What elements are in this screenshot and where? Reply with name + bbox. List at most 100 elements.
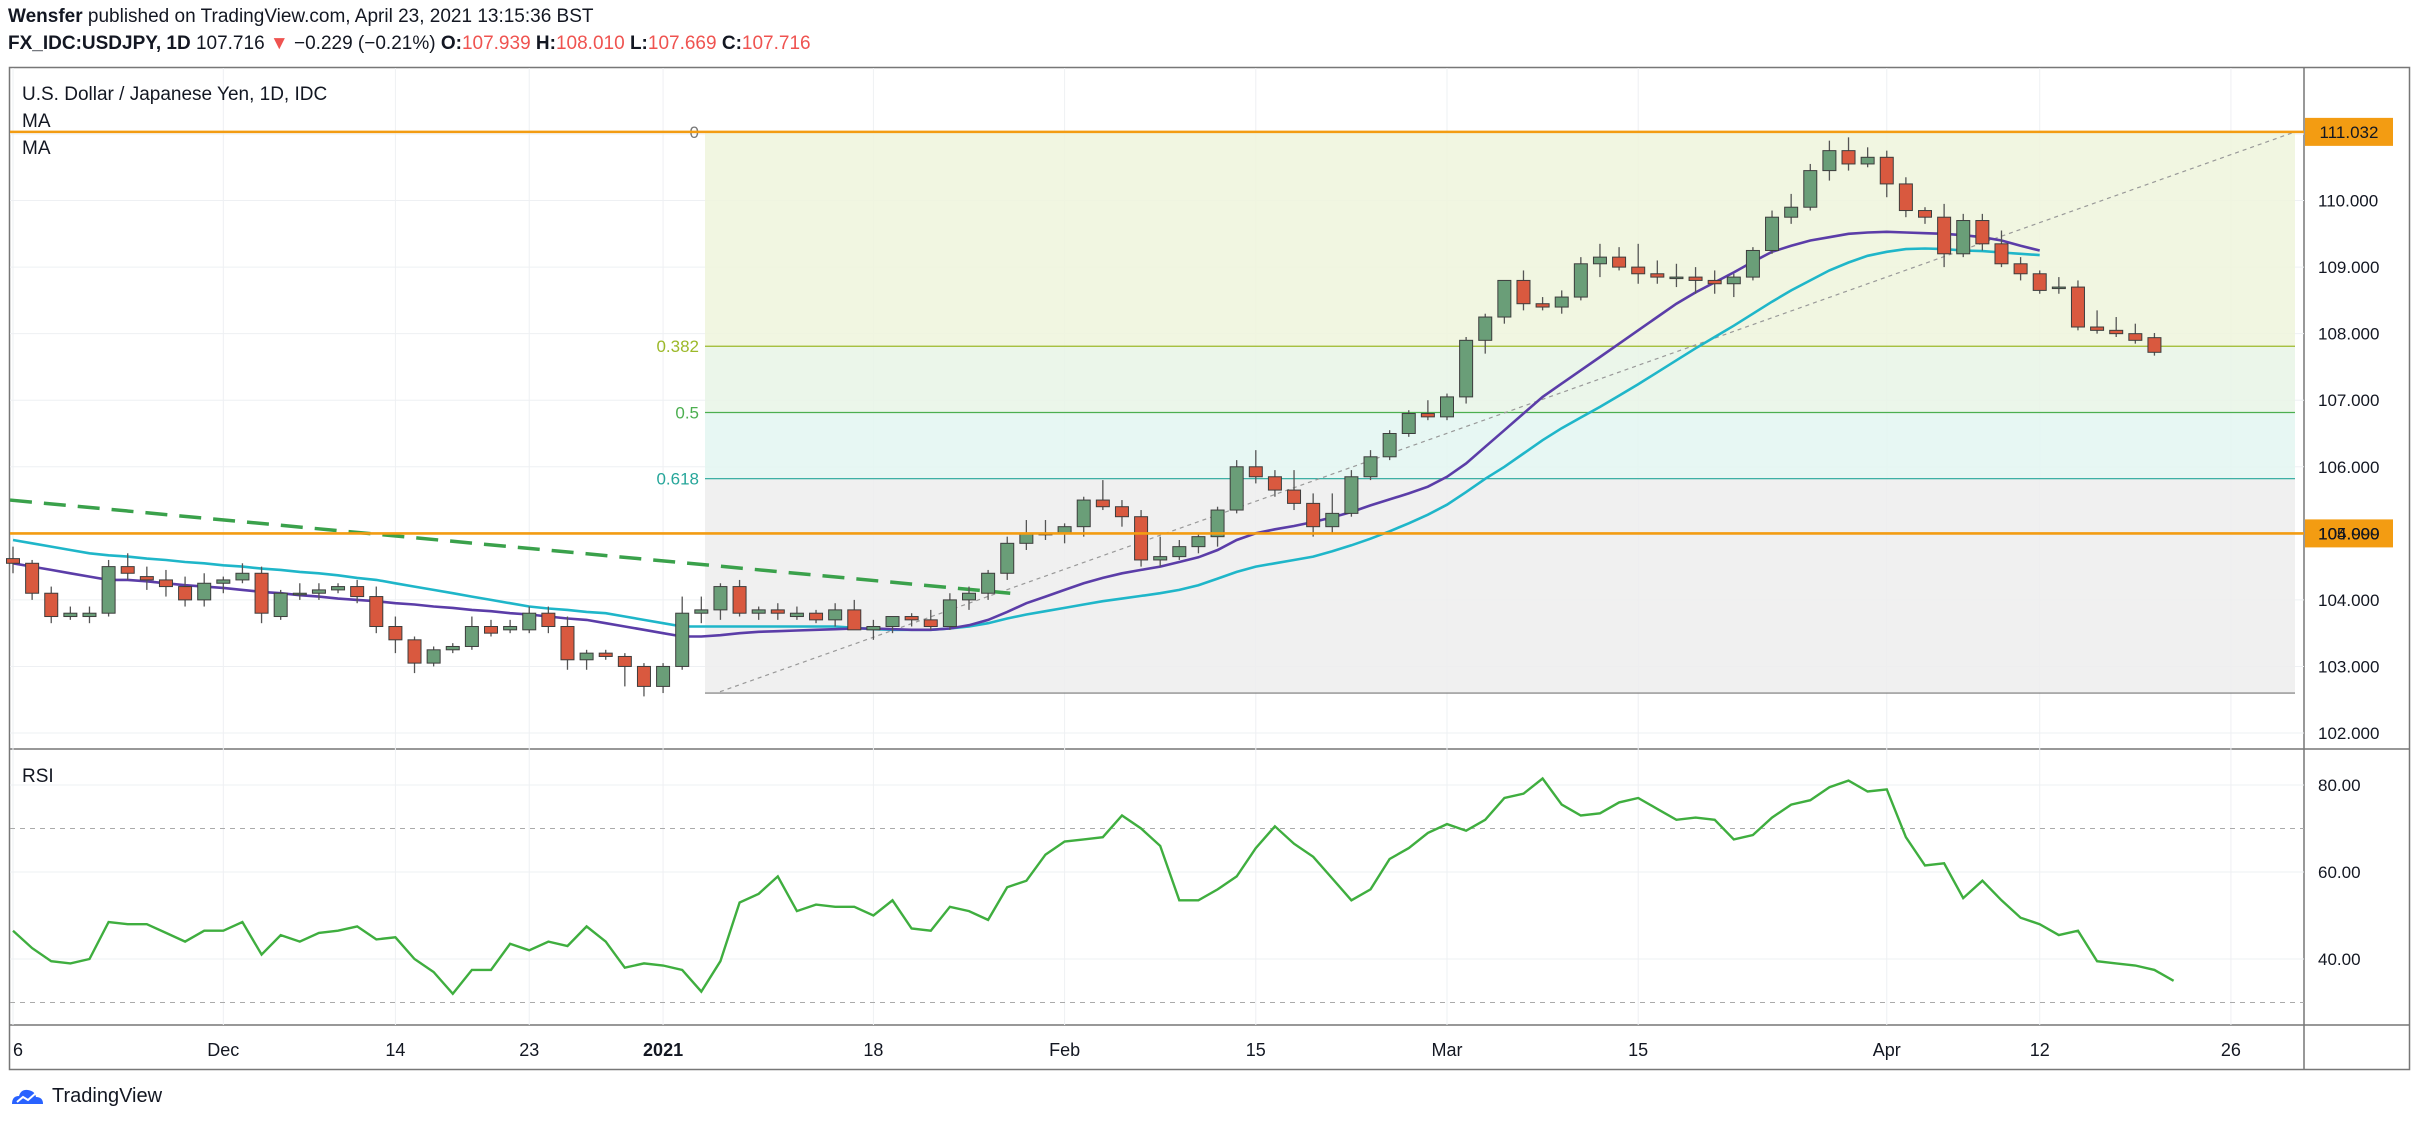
candle-body (732, 586, 747, 614)
candle-body (369, 596, 384, 628)
fibonacci-level-label: 0.5 (675, 403, 699, 422)
candle-body (656, 665, 671, 687)
candle-body (2109, 329, 2124, 335)
candle-body (1535, 303, 1550, 308)
candle-body (464, 626, 479, 647)
candle-body (197, 582, 212, 601)
tradingview-brand[interactable]: TradingView (52, 1085, 163, 1107)
price-level-label: 111.032 (2320, 123, 2379, 142)
candle-body (426, 649, 441, 664)
candle-body (541, 612, 556, 628)
candle-body (350, 586, 365, 598)
candle-body (1898, 183, 1913, 212)
candle-body (1631, 266, 1646, 275)
candle-body (560, 626, 575, 661)
price-level-badge (2305, 117, 2393, 146)
fibonacci-level-label: 0.382 (656, 337, 699, 356)
time-tick-label: 23 (519, 1040, 539, 1060)
last-price: 107.716 (195, 33, 265, 54)
candle-body (694, 609, 709, 614)
candle-body (101, 566, 116, 614)
rsi-pane (10, 776, 2304, 1003)
candlesticks (6, 137, 2162, 697)
candle-body (962, 592, 976, 601)
candle-body (2032, 273, 2047, 291)
candle-body (751, 609, 766, 614)
candle-body (1076, 499, 1091, 528)
main-pane-frame (8, 66, 2411, 1071)
candle-body (1420, 413, 1435, 418)
candle-body (1114, 506, 1129, 518)
candle-body (503, 626, 518, 631)
candle-body (120, 566, 135, 574)
rsi-label[interactable]: RSI (22, 766, 54, 787)
candle-body (1172, 546, 1187, 558)
close-label: C: (721, 33, 742, 54)
candle-body (1478, 316, 1493, 341)
legend-ma2[interactable]: MA (22, 138, 51, 159)
candle-body (828, 609, 843, 621)
candle-body (1267, 476, 1282, 491)
candle-body (809, 612, 824, 621)
fibonacci-band (705, 478, 2295, 694)
author-name[interactable]: Wensfer (8, 6, 83, 27)
price-tick-label: 105.000 (2318, 524, 2379, 543)
horizontal-levels[interactable]: 111.032 104.999 (10, 117, 2393, 548)
price-tick-label: 102.000 (2318, 724, 2379, 743)
high-label: H: (535, 33, 556, 54)
trend-lines[interactable] (9, 498, 1011, 595)
candle-body (158, 579, 173, 588)
symbol-name[interactable]: FX_IDC:USDJPY, 1D (8, 33, 191, 54)
candle-body (1918, 210, 1932, 218)
candle-body (1669, 276, 1684, 280)
candle-body (1440, 396, 1454, 418)
candle-body (2013, 263, 2028, 275)
time-tick-label: Dec (207, 1040, 239, 1060)
time-tick-label: 6 (13, 1040, 23, 1060)
candle-body (942, 599, 957, 628)
candle-body (178, 586, 193, 601)
legend-title: U.S. Dollar / Japanese Yen, 1D, IDC (22, 84, 327, 105)
candle-body (235, 572, 250, 581)
rsi-tick-label: 40.00 (2318, 950, 2361, 969)
candle-body (44, 592, 59, 618)
candle-body (484, 626, 498, 634)
candle-body (1554, 296, 1569, 308)
candle-body (579, 652, 594, 661)
close-value: 107.716 (741, 33, 811, 54)
low-value: 107.669 (647, 33, 717, 54)
candle-body (770, 609, 785, 614)
candle-body (675, 612, 690, 667)
rsi-line (12, 776, 2175, 996)
candle-body (82, 612, 97, 618)
price-tick-label: 104.000 (2318, 591, 2379, 610)
moving-averages (12, 230, 2041, 638)
price-level-badge (2305, 519, 2393, 548)
price-axis[interactable]: 102.000 103.000 104.000 105.000 106.000 107.0… (2318, 192, 2379, 969)
publish-info: Wensfer published on TradingView.com, Ap… (8, 6, 594, 28)
fibonacci-level-label: 0.618 (656, 470, 699, 489)
low-label: L: (629, 33, 648, 54)
time-tick-label: 2021 (643, 1040, 683, 1060)
price-tick-label: 103.000 (2318, 657, 2379, 676)
candle-body (1363, 456, 1378, 478)
time-tick-label: 26 (2221, 1040, 2241, 1060)
candle-body (273, 592, 288, 618)
candle-body (1803, 170, 1818, 208)
footer: TradingView (10, 1085, 162, 1108)
candle-body (1134, 516, 1149, 561)
down-arrow-icon: ▼ (269, 33, 289, 54)
legend-ma1[interactable]: MA (22, 111, 51, 132)
candle-body (1879, 156, 1894, 185)
candle-body (445, 645, 460, 651)
time-tick-label: Feb (1049, 1040, 1080, 1060)
candle-body (1401, 413, 1416, 434)
candle-body (1325, 512, 1340, 528)
candle-body (292, 592, 307, 596)
time-tick-label: Apr (1873, 1040, 1901, 1060)
price-tick-label: 107.000 (2318, 391, 2379, 410)
ma-fast-line (12, 230, 2041, 638)
time-axis[interactable]: 6 Dec 14 23 2021 18 Feb 15 Mar 15 Apr 12 26 (13, 1040, 2241, 1060)
